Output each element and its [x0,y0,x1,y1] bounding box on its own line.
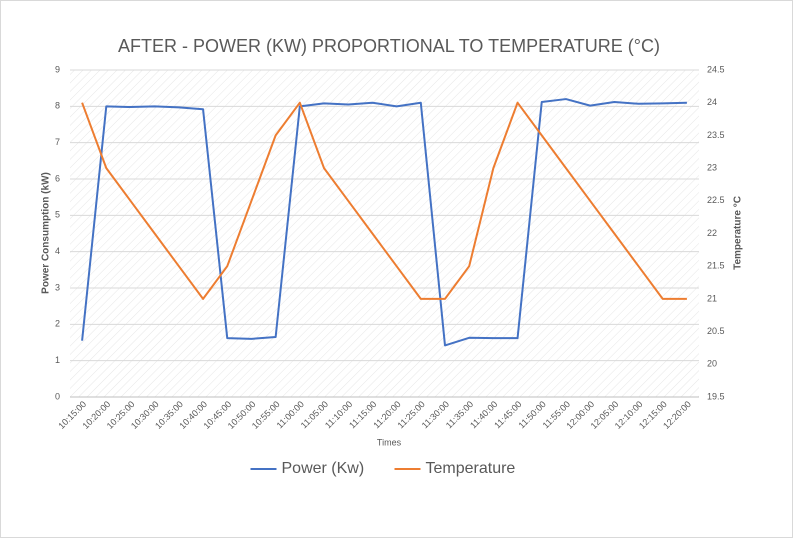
plot-area [70,70,699,397]
legend-label: Power (Kw) [282,460,365,477]
series-line [81,98,687,347]
y2-tick-label: 20.5 [707,326,725,336]
y2-tick-label: 24 [707,97,717,107]
y2-tick-label: 22.5 [707,195,725,205]
y2-tick-label: 23 [707,162,717,172]
y-tick-label: 4 [55,246,60,256]
y-tick-label: 1 [55,355,60,365]
y2-tick-label: 21 [707,293,717,303]
y2-tick-label: 23.5 [707,130,725,140]
series-line [81,101,687,300]
y-tick-label: 2 [55,319,60,329]
y-tick-label: 7 [55,137,60,147]
y-tick-label: 9 [55,64,60,74]
y-axis-title: Power Consumption (kW) [41,172,52,294]
y2-tick-label: 20 [707,359,717,369]
y-tick-label: 8 [55,101,60,111]
y2-tick-label: 19.5 [707,391,725,401]
y-tick-label: 3 [55,282,60,292]
chart-title: AFTER - POWER (KW) PROPORTIONAL TO TEMPE… [118,36,660,56]
y-tick-label: 6 [55,173,60,183]
x-axis-title: Times [377,437,402,447]
y2-tick-label: 24.5 [707,64,725,74]
y2-tick-label: 22 [707,228,717,238]
y2-tick-label: 21.5 [707,261,725,271]
y-tick-label: 0 [55,391,60,401]
legend-label: Temperature [426,460,516,477]
y-tick-label: 5 [55,210,60,220]
y2-axis-title: Temperature °C [733,196,744,270]
